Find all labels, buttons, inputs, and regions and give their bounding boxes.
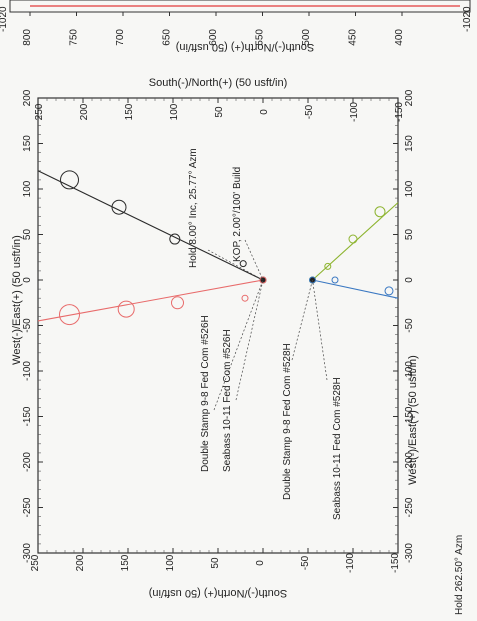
top-panel-axis-label: South(-)/North(+) (50 usft/in) [176,41,314,53]
series-point [59,304,80,326]
x-axis-title-left: West(-)/East(+) (50 usft/in) [11,235,23,365]
top-panel-frame [9,0,471,13]
north-tick-label: 50 [210,557,221,569]
east-tick-label: 100 [404,180,415,197]
top-left-label: -1020 [0,6,9,32]
top-tick-label: 450 [348,29,359,46]
y-axis-title-bottom: South(-)/North(+) (50 usft/in) [149,587,287,599]
top-tick-label: 550 [255,29,266,46]
east-tick-label: 150 [404,135,415,152]
series-point [384,286,394,296]
top-tick-label: 500 [301,29,312,46]
annotation-leader [291,279,313,361]
north-tick-label: -100 [345,553,356,573]
series-point [374,206,386,218]
annotation-leader [207,249,264,281]
east-tick-label: 100 [22,180,33,197]
top-tick-label: 750 [69,29,80,46]
east-tick-label: -200 [22,452,33,472]
main-plot: -300 -300 -250 -250 -200 -200 -150 -150 -100 -100… [11,77,419,599]
top-tick-label: 800 [22,29,33,46]
north-tick-label: 100 [169,103,180,120]
east-tick-label: 50 [22,229,33,241]
series-point [259,276,267,284]
east-tick-label: -300 [404,543,415,563]
north-tick-label: 150 [124,103,135,120]
north-tick-label: -50 [300,555,311,570]
series-line [37,279,264,322]
east-tick-label: 0 [22,277,33,283]
east-tick-label: -200 [404,452,415,472]
series-point [60,170,79,190]
bottom-annotation: Hold 262.50° Azm [454,535,465,615]
series-point [117,300,135,318]
east-tick-label: 200 [404,89,415,106]
axis-ticks [37,97,399,554]
series-point [171,296,184,310]
east-tick-label: -250 [22,497,33,517]
top-tick-label: 400 [394,29,405,46]
annotation-label: Seabass 10-11 Fed Com #526H [222,329,233,472]
east-tick-label: -50 [22,318,33,333]
series-point [111,199,127,215]
annotation-leader [235,279,264,401]
series-point [239,260,247,268]
y-axis-title-top: South(-)/North(+) (50 usft/in) [149,77,287,89]
east-tick-label: -150 [22,406,33,426]
plot-frame [37,97,399,554]
series-point [324,262,332,270]
series-point [348,234,358,244]
north-tick-label: -50 [304,104,315,119]
series-point [169,233,181,245]
east-tick-label: 0 [404,277,415,283]
north-tick-label: 100 [165,554,176,571]
north-tick-label: 250 [34,103,45,120]
east-tick-label: -300 [22,543,33,563]
east-tick-label: -50 [404,318,415,333]
east-tick-label: 150 [22,135,33,152]
top-tick-label: 700 [115,29,126,46]
north-tick-label: 200 [75,554,86,571]
series-point [331,276,339,284]
series-layer [37,170,399,326]
north-tick-label: 150 [120,554,131,571]
north-tick-label: -100 [349,102,360,122]
annotation-label: Hold 8.00° Inc, 25.77° Azm [188,148,199,268]
annotation-label: KOP, 2.00°/100' Build [232,167,243,262]
east-tick-label: 50 [404,229,415,241]
east-tick-label: 200 [22,89,33,106]
north-tick-label: 200 [79,103,90,120]
top-right-label: -1020 [462,6,473,32]
top-panel-ticks: 800 750 700 650 600 550 500 450 400 [22,12,405,46]
annotation-label: Seabass 10-11 Fed Com #528H [332,377,343,520]
east-tick-label: -100 [22,361,33,381]
north-tick-label: 250 [30,554,41,571]
north-tick-label: 0 [259,109,270,115]
north-tick-label: -150 [394,102,405,122]
annotation-label: Double Stamp 9-8 Fed Com #528H [282,343,293,500]
annotation-layer: Hold 8.00° Inc, 25.77° Azm KOP, 2.00°/100… [188,148,343,520]
series-line [312,279,399,299]
top-partial-panel: -1020 -1020 800 750 700 650 600 550 500 450 400 … [0,0,473,53]
annotation-label: Double Stamp 9-8 Fed Com #526H [200,315,211,472]
east-tick-label: -150 [404,406,415,426]
axis-tick-labels: -300 -300 -250 -250 -200 -200 -150 -150 -100 -100… [22,89,415,573]
top-tick-label: 600 [208,29,219,46]
annotation-leader [213,279,264,411]
north-tick-label: -150 [390,553,401,573]
north-tick-label: 0 [255,560,266,566]
series-line [37,170,264,281]
top-tick-label: 650 [162,29,173,46]
east-tick-label: -100 [404,361,415,381]
x-axis-title-right: West(-)/East(+) (50 usft/in) [407,355,419,485]
north-tick-label: 50 [214,106,225,118]
annotation-leader [312,279,328,381]
east-tick-label: -250 [404,497,415,517]
annotation-leader [244,239,264,281]
series-point [241,294,249,302]
